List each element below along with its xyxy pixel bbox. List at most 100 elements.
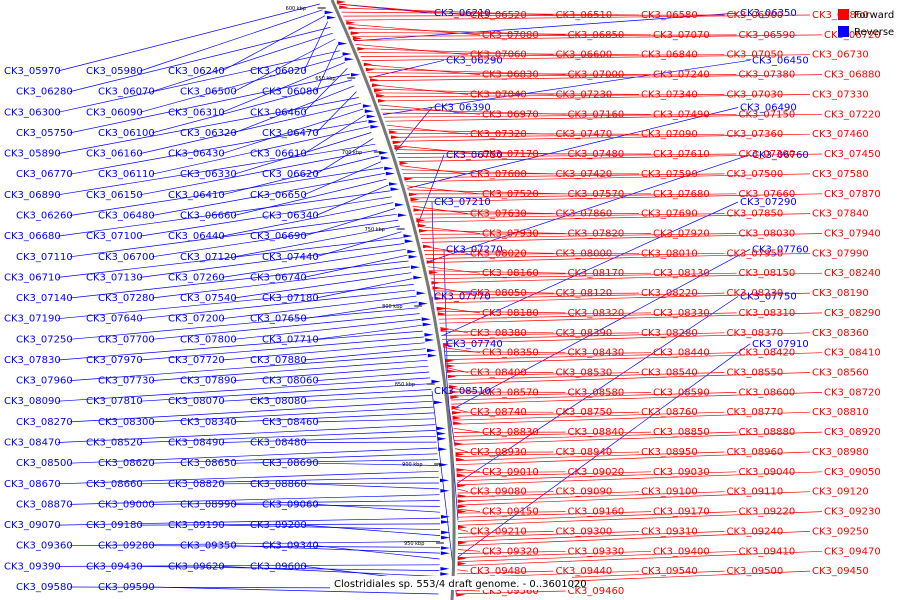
connector-line xyxy=(407,189,566,195)
connector-line xyxy=(57,3,320,72)
connector-line xyxy=(457,550,566,554)
reverse-gene-feature xyxy=(438,447,448,451)
connector-line xyxy=(458,531,554,534)
gene-label: CK3_06090 xyxy=(86,107,143,118)
connector-line xyxy=(369,59,445,79)
gene-label: CK3_09030 xyxy=(653,467,710,478)
gene-label: CK3_07450 xyxy=(824,149,881,160)
connector-line xyxy=(303,483,440,490)
reverse-gene-feature xyxy=(426,348,436,353)
gene-label: CK3_06510 xyxy=(556,10,613,21)
forward-gene-feature xyxy=(457,509,467,514)
gene-label: CK3_09480 xyxy=(470,566,527,577)
gene-label: CK3_08880 xyxy=(739,427,796,438)
gene-label: CK3_06480 xyxy=(98,211,155,222)
connector-line xyxy=(345,14,811,21)
connector-line xyxy=(233,319,421,340)
connector-line xyxy=(447,371,554,373)
connector-line xyxy=(371,84,469,95)
gene-label: CK3_08500 xyxy=(16,458,73,469)
connector-line xyxy=(57,190,391,237)
connector-line xyxy=(444,352,652,356)
connector-line xyxy=(457,491,725,502)
connector-line xyxy=(139,336,424,361)
reverse-gene-feature xyxy=(370,125,380,129)
gene-label: CK3_07890 xyxy=(180,376,237,387)
gene-label: CK3_07170 xyxy=(482,149,539,160)
forward-gene-feature xyxy=(446,364,456,368)
gene-label: CK3_07810 xyxy=(86,396,143,407)
gene-label: CK3_08000 xyxy=(556,248,613,259)
gene-label: CK3_07500 xyxy=(727,169,784,180)
connector-line xyxy=(456,471,566,474)
gene-label: CK3_06660 xyxy=(180,211,237,222)
gene-label: CK3_08510 xyxy=(434,386,491,397)
connector-line xyxy=(221,15,326,72)
connector-line xyxy=(427,266,481,274)
gene-label: CK3_07870 xyxy=(824,189,881,200)
gene-label: CK3_08560 xyxy=(812,368,869,379)
gene-label: CK3_09620 xyxy=(168,561,225,572)
connector-line xyxy=(390,133,725,138)
gene-label: CK3_09560 xyxy=(482,586,539,597)
connector-line xyxy=(458,528,469,532)
gene-label: CK3_06520 xyxy=(470,10,527,21)
connector-line xyxy=(455,451,640,457)
gene-label: CK3_06330 xyxy=(180,169,237,180)
gene-label: CK3_07210 xyxy=(434,197,491,208)
forward-gene-feature xyxy=(394,145,404,150)
gene-label: CK3_09100 xyxy=(641,487,698,498)
connector-line xyxy=(441,201,739,337)
connector-line xyxy=(383,113,737,118)
reverse-gene-feature xyxy=(338,41,348,46)
connector-line xyxy=(69,260,409,299)
gene-label: CK3_08930 xyxy=(470,447,527,458)
forward-gene-feature xyxy=(416,218,426,223)
connector-line xyxy=(457,550,737,563)
connector-line xyxy=(57,284,414,320)
connector-line xyxy=(457,550,823,567)
connector-line xyxy=(233,225,400,258)
gene-label: CK3_07080 xyxy=(482,30,539,41)
forward-gene-feature xyxy=(457,504,467,509)
gene-label: CK3_09160 xyxy=(568,507,625,518)
connector-line xyxy=(382,59,751,115)
forward-gene-feature xyxy=(392,140,402,145)
connector-line xyxy=(426,154,751,263)
gene-label: CK3_07230 xyxy=(556,89,613,100)
gene-label: CK3_06260 xyxy=(16,211,73,222)
reverse-gene-feature xyxy=(441,535,451,540)
gene-label: CK3_07640 xyxy=(86,314,143,325)
gene-label: CK3_08550 xyxy=(727,368,784,379)
forward-gene-feature xyxy=(404,177,414,181)
gene-label: CK3_07260 xyxy=(168,272,225,283)
gene-label: CK3_09090 xyxy=(556,487,613,498)
connector-line xyxy=(69,400,433,423)
gene-label: CK3_06620 xyxy=(262,169,319,180)
tick-label: 850 kbp xyxy=(395,382,415,388)
connector-line xyxy=(233,459,438,464)
gene-label: CK3_06350 xyxy=(740,8,797,19)
connector-line xyxy=(458,531,640,538)
gene-label: CK3_08340 xyxy=(180,417,237,428)
gene-label: CK3_06240 xyxy=(168,66,225,77)
gene-label: CK3_09580 xyxy=(16,582,73,593)
gene-label: CK3_07000 xyxy=(568,70,625,81)
connector-line xyxy=(376,94,725,98)
connector-line xyxy=(69,447,438,464)
gene-label: CK3_09150 xyxy=(482,507,539,518)
connector-line xyxy=(315,91,357,134)
connector-line xyxy=(437,310,566,314)
forward-gene-feature xyxy=(457,483,467,488)
forward-gene-feature xyxy=(348,26,358,30)
gene-label: CK3_06470 xyxy=(262,128,319,139)
gene-label: CK3_08220 xyxy=(641,288,698,299)
connector-line xyxy=(69,120,368,175)
gene-label: CK3_06890 xyxy=(4,190,61,201)
gene-label: CK3_08600 xyxy=(739,387,796,398)
gene-label: CK3_06590 xyxy=(739,30,796,41)
gene-label: CK3_06070 xyxy=(98,87,155,98)
connector-line xyxy=(457,508,481,512)
gene-label: CK3_08580 xyxy=(568,387,625,398)
gene-label: CK3_09230 xyxy=(824,507,881,518)
